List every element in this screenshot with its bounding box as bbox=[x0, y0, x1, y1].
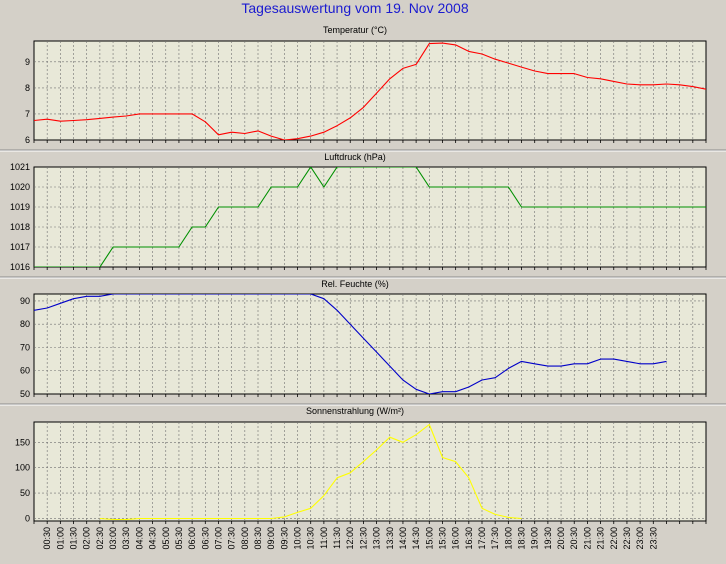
x-tick-label: 01:30 bbox=[69, 527, 79, 550]
x-tick-label: 09:00 bbox=[266, 527, 276, 550]
y-tick-label: 1017 bbox=[10, 242, 30, 252]
x-tick-label: 19:30 bbox=[543, 527, 553, 550]
y-tick-label: 1018 bbox=[10, 222, 30, 232]
x-tick-label: 02:00 bbox=[82, 527, 92, 550]
x-tick-label: 05:00 bbox=[161, 527, 171, 550]
x-tick-label: 03:30 bbox=[121, 527, 131, 550]
x-tick-label: 06:30 bbox=[200, 527, 210, 550]
y-tick-label: 100 bbox=[15, 463, 30, 473]
panel-title: Luftdruck (hPa) bbox=[324, 152, 386, 162]
x-axis: 00:30 01:00 01:30 02:00 02:30 03:00 03:30 04:00… bbox=[42, 527, 658, 550]
plot-area bbox=[33, 40, 707, 141]
x-tick-label: 15:00 bbox=[424, 527, 434, 550]
x-tick-label: 07:30 bbox=[227, 527, 237, 550]
x-tick-label: 22:00 bbox=[609, 527, 619, 550]
x-tick-label: 19:00 bbox=[530, 527, 540, 550]
x-tick-label: 23:30 bbox=[648, 527, 658, 550]
x-tick-label: 21:00 bbox=[582, 527, 592, 550]
y-tick-label: 6 bbox=[25, 135, 30, 145]
y-tick-label: 1016 bbox=[10, 262, 30, 272]
y-tick-label: 60 bbox=[20, 366, 30, 376]
series-line bbox=[34, 294, 667, 394]
x-tick-label: 20:30 bbox=[569, 527, 579, 550]
x-tick-label: 11:30 bbox=[332, 527, 342, 549]
chart-panels: Temperatur (°C) 6 7 8 9 Luftdruck (hPa) 1016 10… bbox=[0, 25, 726, 524]
y-tick-label: 70 bbox=[20, 342, 30, 352]
x-tick-label: 18:00 bbox=[503, 527, 513, 550]
grid bbox=[34, 422, 706, 521]
y-tick-label: 9 bbox=[25, 57, 30, 67]
x-tick-label: 23:00 bbox=[635, 527, 645, 550]
grid bbox=[34, 294, 706, 394]
x-tick-label: 06:00 bbox=[187, 527, 197, 550]
x-tick-label: 16:00 bbox=[451, 527, 461, 550]
y-tick-label: 7 bbox=[25, 109, 30, 119]
plot-area bbox=[33, 166, 707, 268]
x-tick-label: 13:00 bbox=[372, 527, 382, 550]
chart-panel-3: Rel. Feuchte (%) 50 60 70 80 90 bbox=[0, 276, 726, 399]
x-tick-label: 15:30 bbox=[437, 527, 447, 550]
chart-panel-1: Temperatur (°C) 6 7 8 9 bbox=[25, 25, 707, 145]
grid bbox=[34, 167, 706, 267]
x-tick-label: 00:30 bbox=[42, 527, 52, 550]
x-tick-label: 17:30 bbox=[490, 527, 500, 550]
x-tick-label: 11:00 bbox=[319, 527, 329, 549]
x-tick-label: 21:30 bbox=[596, 527, 606, 550]
chart-panel-2: Luftdruck (hPa) 1016 1017 1018 1019 1020 1021 bbox=[0, 149, 726, 272]
x-tick-label: 14:30 bbox=[411, 527, 421, 550]
x-tick-label: 14:00 bbox=[398, 527, 408, 550]
x-tick-label: 08:00 bbox=[240, 527, 250, 550]
series-line bbox=[99, 423, 522, 521]
y-tick-label: 1020 bbox=[10, 182, 30, 192]
x-tick-label: 05:30 bbox=[174, 527, 184, 550]
x-tick-label: 22:30 bbox=[622, 527, 632, 550]
x-tick-label: 03:00 bbox=[108, 527, 118, 550]
y-tick-label: 50 bbox=[20, 488, 30, 498]
y-tick-label: 150 bbox=[15, 437, 30, 447]
y-tick-label: 90 bbox=[20, 296, 30, 306]
x-tick-label: 16:30 bbox=[464, 527, 474, 550]
y-tick-label: 0 bbox=[25, 513, 30, 523]
x-tick-label: 12:00 bbox=[345, 527, 355, 550]
x-tick-label: 09:30 bbox=[279, 527, 289, 550]
x-tick-label: 08:30 bbox=[253, 527, 263, 550]
x-tick-label: 10:30 bbox=[306, 527, 316, 550]
x-tick-label: 12:30 bbox=[358, 527, 368, 550]
x-tick-label: 01:00 bbox=[55, 527, 65, 550]
y-tick-label: 50 bbox=[20, 389, 30, 399]
plot-area bbox=[33, 293, 707, 395]
x-tick-label: 04:00 bbox=[134, 527, 144, 550]
x-tick-label: 10:00 bbox=[293, 527, 303, 550]
series-line bbox=[34, 42, 706, 140]
panel-title: Rel. Feuchte (%) bbox=[321, 279, 389, 289]
panel-title: Sonnenstrahlung (W/m²) bbox=[306, 406, 404, 416]
y-tick-label: 80 bbox=[20, 319, 30, 329]
page-title: Tagesauswertung vom 19. Nov 2008 bbox=[241, 0, 468, 16]
panel-title: Temperatur (°C) bbox=[323, 25, 387, 35]
chart-panel-4: Sonnenstrahlung (W/m²) 0 50 100 150 bbox=[0, 403, 726, 524]
series-line bbox=[34, 167, 706, 267]
x-tick-label: 18:30 bbox=[517, 527, 527, 550]
y-tick-label: 8 bbox=[25, 83, 30, 93]
x-tick-label: 13:30 bbox=[385, 527, 395, 550]
y-tick-label: 1021 bbox=[10, 162, 30, 172]
x-tick-label: 07:00 bbox=[213, 527, 223, 550]
y-tick-label: 1019 bbox=[10, 202, 30, 212]
x-tick-label: 02:30 bbox=[95, 527, 105, 550]
plot-area bbox=[33, 421, 707, 522]
x-tick-label: 17:00 bbox=[477, 527, 487, 550]
x-tick-label: 20:00 bbox=[556, 527, 566, 550]
x-tick-label: 04:30 bbox=[148, 527, 158, 550]
